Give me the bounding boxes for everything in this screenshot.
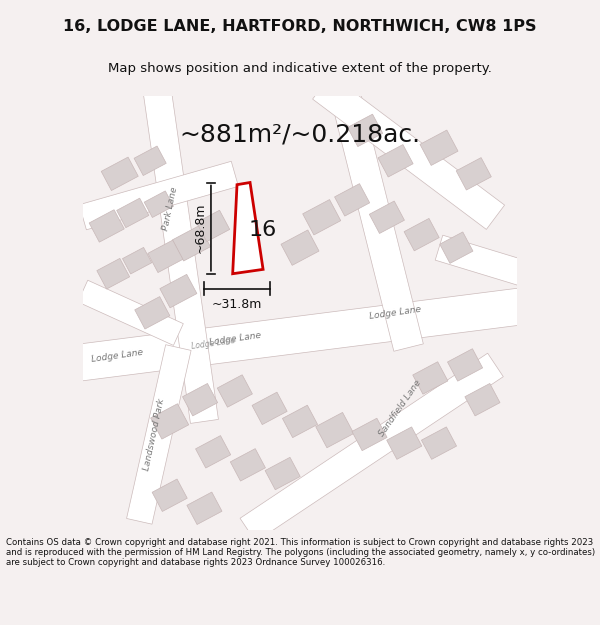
Polygon shape (182, 384, 218, 416)
Polygon shape (122, 248, 152, 274)
Text: Contains OS data © Crown copyright and database right 2021. This information is : Contains OS data © Crown copyright and d… (6, 538, 595, 568)
Polygon shape (386, 427, 422, 459)
Polygon shape (97, 258, 130, 289)
Polygon shape (217, 375, 253, 408)
Polygon shape (197, 210, 230, 242)
Polygon shape (440, 232, 473, 263)
Polygon shape (148, 240, 183, 272)
Polygon shape (420, 130, 458, 166)
Polygon shape (196, 436, 230, 468)
Polygon shape (127, 345, 191, 524)
Polygon shape (316, 412, 354, 447)
Polygon shape (283, 405, 317, 437)
Polygon shape (281, 230, 319, 266)
Text: ~31.8m: ~31.8m (212, 298, 262, 311)
Polygon shape (404, 218, 439, 251)
Polygon shape (134, 146, 166, 176)
Text: Lodge Lane: Lodge Lane (208, 331, 261, 347)
Polygon shape (79, 161, 238, 230)
Polygon shape (172, 226, 211, 261)
Polygon shape (352, 418, 387, 451)
Polygon shape (329, 83, 424, 351)
Polygon shape (160, 274, 197, 308)
Polygon shape (456, 158, 491, 190)
Text: Lodge Lane: Lodge Lane (369, 305, 422, 321)
Polygon shape (347, 114, 383, 147)
Polygon shape (89, 210, 124, 242)
Polygon shape (448, 349, 482, 381)
Text: 16, LODGE LANE, HARTFORD, NORTHWICH, CW8 1PS: 16, LODGE LANE, HARTFORD, NORTHWICH, CW8… (63, 19, 537, 34)
Text: Sandfield Lane: Sandfield Lane (377, 379, 423, 438)
Polygon shape (421, 427, 457, 459)
Polygon shape (435, 235, 543, 291)
Text: Map shows position and indicative extent of the property.: Map shows position and indicative extent… (108, 62, 492, 76)
Text: Lodge Lane: Lodge Lane (91, 348, 144, 364)
Polygon shape (465, 384, 500, 416)
Polygon shape (252, 392, 287, 424)
Polygon shape (143, 85, 218, 423)
Polygon shape (59, 286, 541, 383)
Polygon shape (370, 201, 404, 234)
Polygon shape (135, 297, 170, 329)
Polygon shape (116, 198, 149, 228)
Polygon shape (413, 362, 448, 394)
Polygon shape (302, 199, 341, 235)
Text: Landswood Park: Landswood Park (142, 398, 167, 471)
Polygon shape (313, 75, 505, 229)
Polygon shape (151, 404, 189, 439)
Text: 16: 16 (249, 220, 277, 240)
Text: Lodge Lane: Lodge Lane (191, 336, 236, 351)
Polygon shape (78, 280, 184, 346)
Polygon shape (233, 182, 263, 274)
Text: ~68.8m: ~68.8m (194, 203, 206, 253)
Polygon shape (230, 449, 265, 481)
Polygon shape (240, 353, 503, 542)
Polygon shape (101, 157, 138, 191)
Polygon shape (144, 191, 173, 218)
Text: Park Lane: Park Lane (161, 186, 179, 231)
Polygon shape (378, 144, 413, 177)
Text: ~881m²/~0.218ac.: ~881m²/~0.218ac. (179, 122, 421, 147)
Polygon shape (335, 184, 370, 216)
Polygon shape (265, 458, 300, 490)
Polygon shape (152, 479, 187, 511)
Polygon shape (187, 492, 222, 524)
